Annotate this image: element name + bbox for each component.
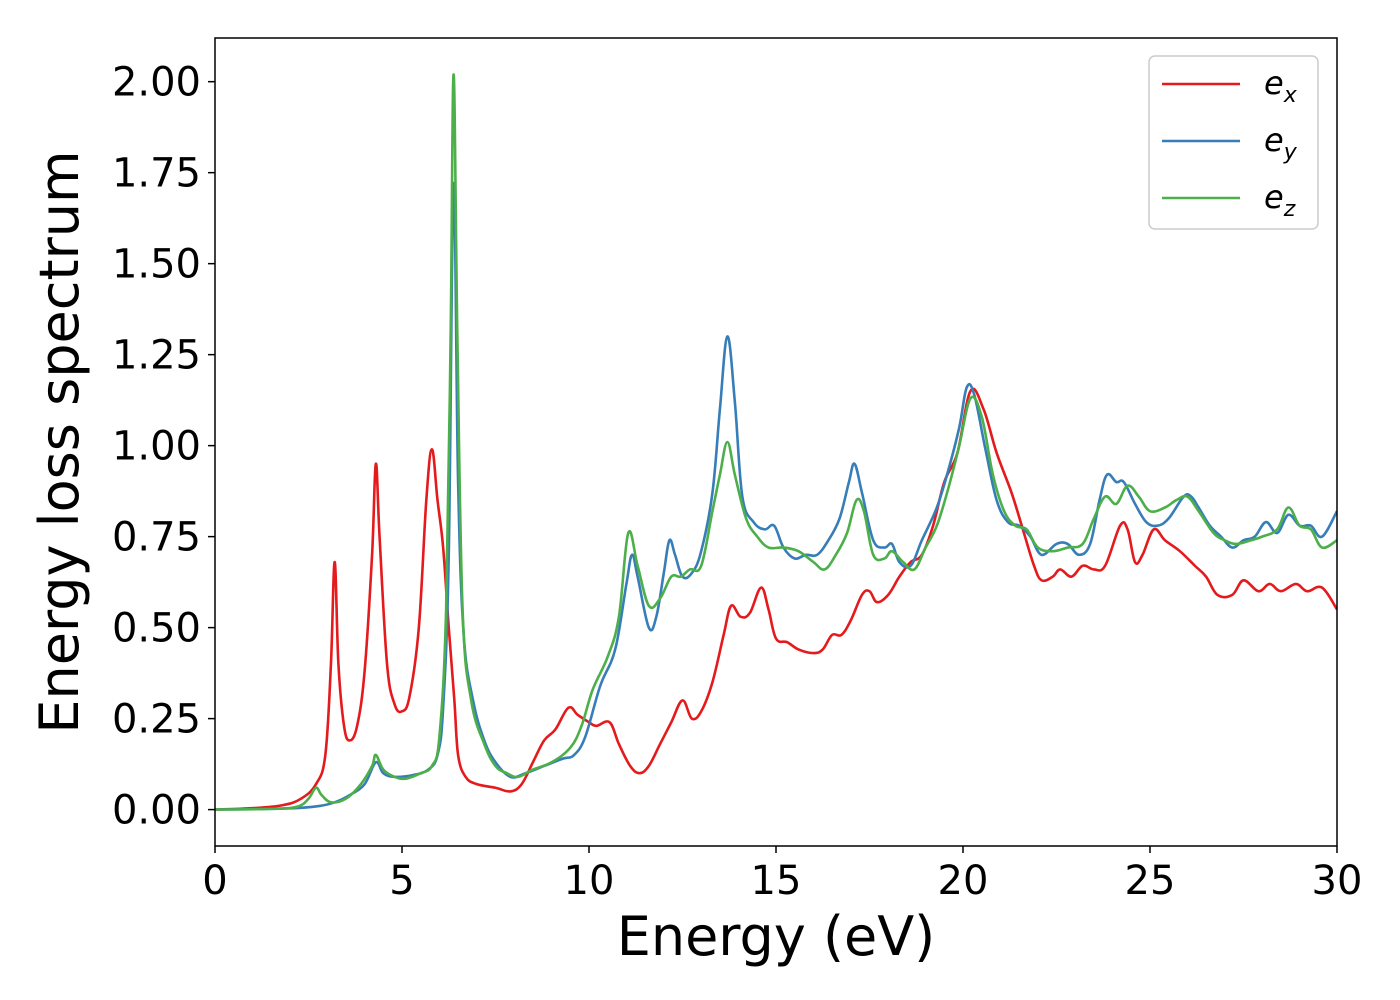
x-tick-label: 5 bbox=[389, 858, 414, 904]
legend-box bbox=[1148, 55, 1319, 230]
y-tick-label: 1.25 bbox=[112, 333, 201, 379]
y-tick-label: 0.25 bbox=[112, 697, 201, 743]
y-tick-label: 2.00 bbox=[112, 60, 201, 106]
y-tick-label: 0.00 bbox=[112, 788, 201, 834]
x-tick-label: 25 bbox=[1125, 858, 1176, 904]
x-axis-ticks: 0 5 10 15 20 25 30 bbox=[202, 846, 1362, 904]
y-tick-label: 0.50 bbox=[112, 606, 201, 652]
x-tick-label: 15 bbox=[751, 858, 802, 904]
y-tick-label: 1.00 bbox=[112, 424, 201, 470]
x-tick-label: 0 bbox=[202, 858, 227, 904]
series-layer bbox=[215, 73, 1337, 811]
y-tick-label: 1.75 bbox=[112, 151, 201, 197]
x-tick-label: 10 bbox=[564, 858, 615, 904]
legend-subscript: z bbox=[1283, 197, 1296, 222]
y-tick-label: 0.75 bbox=[112, 515, 201, 561]
x-tick-label: 20 bbox=[938, 858, 989, 904]
legend-subscript: x bbox=[1283, 83, 1298, 108]
series-line-e-x bbox=[215, 387, 1337, 811]
legend-subscript: y bbox=[1283, 140, 1298, 165]
x-tick-label: 30 bbox=[1312, 858, 1363, 904]
y-axis-label: Energy loss spectrum bbox=[28, 150, 91, 733]
series-line-e-z bbox=[215, 73, 1337, 811]
y-axis-ticks: 0.00 0.25 0.50 0.75 1.00 1.25 1.50 1.75 2.00 bbox=[112, 60, 215, 834]
x-axis-label: Energy (eV) bbox=[617, 905, 936, 968]
y-tick-label: 1.50 bbox=[112, 242, 201, 288]
